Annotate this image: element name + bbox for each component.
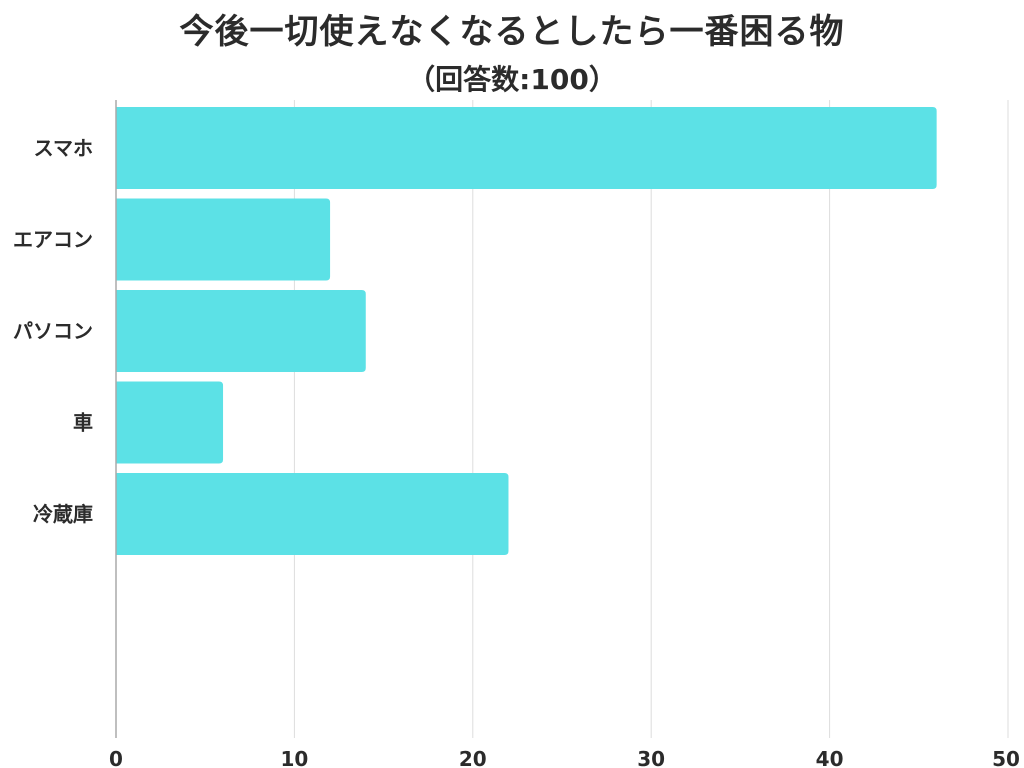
chart-title: 今後一切使えなくなるとしたら一番困る物 <box>179 12 845 52</box>
grid-lines <box>293 100 1009 738</box>
category-label: スマホ <box>34 136 93 160</box>
category-label: 車 <box>73 411 93 435</box>
category-label: パソコン <box>13 319 93 343</box>
x-tick-label: 30 <box>637 747 665 768</box>
chart-subtitle: （回答数:100） <box>407 63 617 96</box>
x-tick-label: 50 <box>992 747 1020 768</box>
bar-2 <box>116 290 366 372</box>
x-tick-labels: 0 10 20 30 40 50 <box>109 747 1020 768</box>
bar-4 <box>116 473 509 555</box>
x-tick-label: 40 <box>816 747 844 768</box>
category-label: 冷蔵庫 <box>33 502 93 526</box>
bar-0 <box>116 107 937 189</box>
category-label: エアコン <box>13 228 93 252</box>
bar-3 <box>116 381 224 464</box>
x-tick-label: 10 <box>280 747 308 768</box>
bars <box>116 107 937 555</box>
x-tick-label: 0 <box>109 747 123 768</box>
x-tick-label: 20 <box>459 747 487 768</box>
bar-1 <box>116 198 331 281</box>
